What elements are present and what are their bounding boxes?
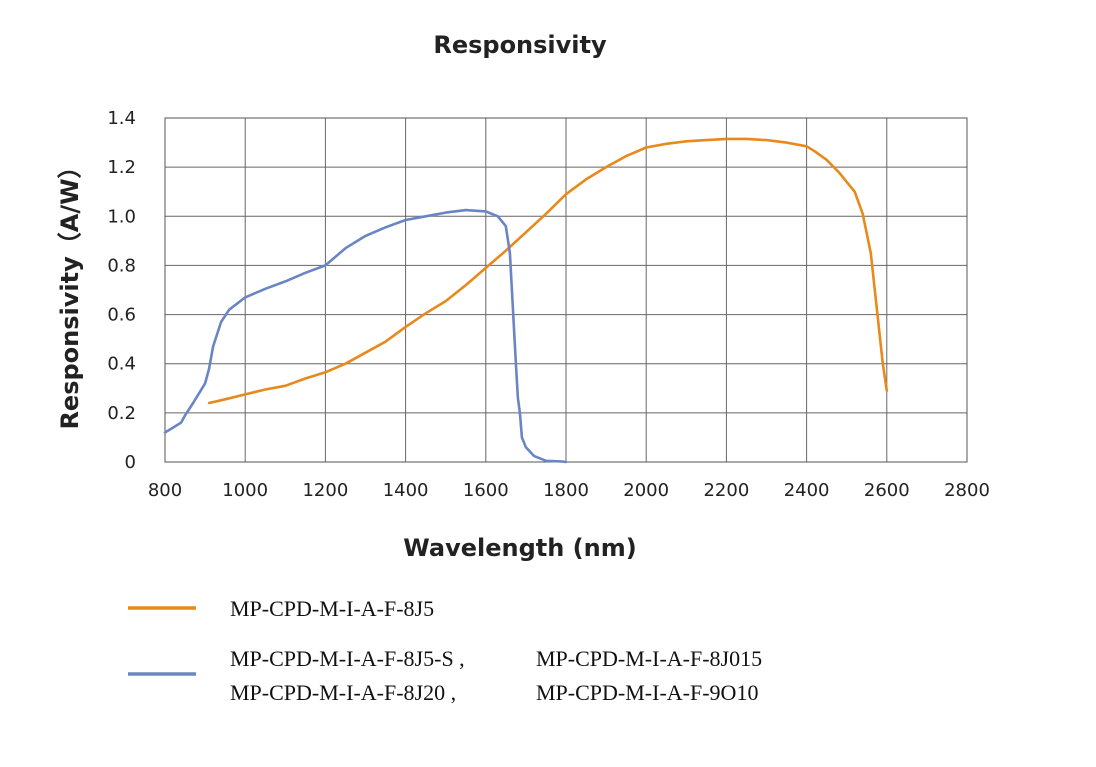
x-tick-label: 1600 (463, 480, 509, 501)
y-tick-label: 0.2 (107, 403, 136, 424)
x-tick-label: 1800 (543, 480, 589, 501)
series-line-1 (207, 137, 889, 405)
legend-label: MP-CPD-M-I-A-F-8J5 (230, 596, 434, 621)
x-tick-label: 2600 (864, 480, 910, 501)
grid (164, 117, 968, 463)
chart-title: Responsivity (433, 31, 607, 59)
legend-label: MP-CPD-M-I-A-F-8J20 , (230, 680, 456, 705)
x-tick-label: 1200 (302, 480, 348, 501)
x-tick-label: 2200 (703, 480, 749, 501)
series-line-2 (163, 208, 568, 464)
y-tick-label: 1.4 (107, 108, 136, 129)
y-tick-label: 0.6 (107, 305, 136, 326)
series-lines (163, 137, 889, 464)
y-tick-label: 0 (125, 452, 136, 473)
y-tick-label: 0.8 (107, 255, 136, 276)
y-tick-label: 1.2 (107, 157, 136, 178)
x-tick-label: 2800 (944, 480, 990, 501)
legend-label: MP-CPD-M-I-A-F-8J5-S , (230, 646, 465, 671)
legend-label: MP-CPD-M-I-A-F-9O10 (536, 680, 758, 705)
y-axis-label: Responsivity（A/W） (56, 154, 84, 429)
y-tick-labels: 0 0.2 0.4 0.6 0.8 1.0 1.2 1.4 (107, 108, 136, 473)
x-tick-label: 1000 (222, 480, 268, 501)
x-tick-label: 2000 (623, 480, 669, 501)
legend-label: MP-CPD-M-I-A-F-8J015 (536, 646, 762, 671)
x-tick-labels: 800 1000 1200 1400 1600 1800 2000 2200 2400 2600 2… (148, 480, 990, 501)
y-tick-label: 1.0 (107, 206, 136, 227)
y-tick-label: 0.4 (107, 354, 136, 375)
x-tick-label: 1400 (383, 480, 429, 501)
x-tick-label: 800 (148, 480, 182, 501)
x-axis-label: Wavelength (nm) (403, 534, 636, 562)
legend: MP-CPD-M-I-A-F-8J5 MP-CPD-M-I-A-F-8J5-S ,… (128, 596, 762, 705)
x-tick-label: 2400 (784, 480, 830, 501)
